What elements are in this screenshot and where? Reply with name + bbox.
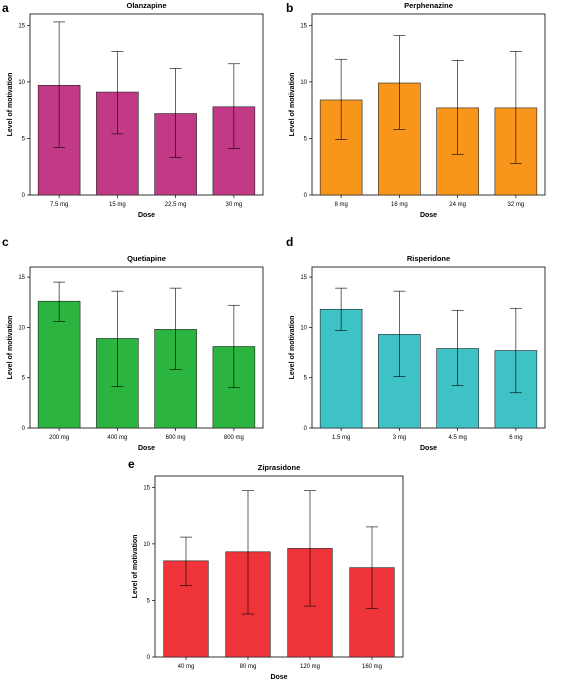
y-axis-label: Level of motivation: [289, 316, 296, 380]
x-tick-label: 120 mg: [300, 664, 320, 670]
plot-frame: [29, 13, 264, 196]
y-tick-label: 10: [143, 542, 150, 548]
x-tick-label: 3 mg: [393, 435, 406, 441]
x-tick-label: 6 mg: [509, 435, 522, 441]
x-tick-label: 22.5 mg: [165, 202, 187, 208]
x-tick-label: 200 mg: [49, 435, 69, 441]
x-tick-label: 24 mg: [449, 202, 466, 208]
bar: [163, 560, 209, 658]
chart-title: Risperidone: [407, 254, 450, 263]
chart-title: Olanzapine: [126, 1, 166, 10]
chart-panel-c: c Quetiapine 0 5 10 15 Level of motivation 200 …: [2, 235, 264, 452]
x-axis-label: Dose: [138, 212, 155, 219]
x-axis-label: Dose: [420, 212, 437, 219]
y-tick-label: 10: [18, 80, 25, 86]
y-tick-label: 15: [18, 23, 25, 29]
y-axis-label: Level of motivation: [7, 73, 14, 137]
plot-frame: [154, 475, 404, 658]
x-tick-label: 4.5 mg: [448, 435, 466, 441]
bar: [37, 300, 81, 429]
x-axis-label: Dose: [420, 445, 437, 452]
panel-letter: a: [2, 1, 9, 15]
y-tick-label: 5: [147, 598, 151, 604]
x-tick-label: 15 mg: [109, 202, 126, 208]
chart-title: Ziprasidone: [258, 463, 301, 472]
x-axis-label: Dose: [270, 674, 287, 681]
y-tick-label: 5: [304, 136, 308, 142]
x-tick-label: 32 mg: [508, 202, 525, 208]
panel-letter: c: [2, 235, 9, 249]
x-tick-label: 16 mg: [391, 202, 408, 208]
chart-panel-a: a Olanzapine 0 5 10 15 Level of motivation 7.5 …: [2, 1, 264, 219]
y-tick-label: 15: [300, 23, 307, 29]
y-tick-label: 15: [300, 275, 307, 281]
panel-letter: d: [286, 235, 293, 249]
x-tick-label: 30 mg: [226, 202, 243, 208]
y-tick-label: 5: [304, 376, 308, 382]
x-tick-label: 160 mg: [362, 664, 382, 670]
y-tick-label: 0: [304, 426, 308, 432]
chart-title: Quetiapine: [127, 254, 166, 263]
plot-frame: [311, 13, 546, 196]
y-tick-label: 10: [18, 325, 25, 331]
x-tick-label: 7.5 mg: [50, 202, 68, 208]
x-tick-label: 600 mg: [166, 435, 186, 441]
y-tick-label: 15: [18, 275, 25, 281]
y-axis-label: Level of motivation: [7, 316, 14, 380]
y-tick-label: 0: [22, 426, 26, 432]
chart-title: Perphenazine: [404, 1, 453, 10]
x-tick-label: 1.5 mg: [332, 435, 350, 441]
y-tick-label: 5: [22, 376, 26, 382]
plot-frame: [311, 266, 546, 429]
chart-panel-d: d Risperidone 0 5 10 15 Level of motivation 1.5…: [286, 235, 546, 452]
y-tick-label: 15: [143, 485, 150, 491]
x-tick-label: 40 mg: [178, 664, 195, 670]
y-axis-label: Level of motivation: [132, 535, 139, 599]
y-tick-label: 5: [22, 136, 26, 142]
panel-letter: b: [286, 1, 293, 15]
y-tick-label: 10: [300, 325, 307, 331]
x-tick-label: 400 mg: [107, 435, 127, 441]
y-tick-label: 0: [147, 655, 151, 661]
chart-panel-e: e Ziprasidone 0 5 10 15 Level of motivation 40 …: [128, 457, 404, 681]
y-tick-label: 0: [304, 193, 308, 199]
chart-panel-b: b Perphenazine 0 5 10 15 Level of motivation 8 …: [286, 1, 546, 219]
y-axis-label: Level of motivation: [289, 73, 296, 137]
y-tick-label: 10: [300, 80, 307, 86]
y-tick-label: 0: [22, 193, 26, 199]
x-axis-label: Dose: [138, 445, 155, 452]
x-tick-label: 800 mg: [224, 435, 244, 441]
x-tick-label: 8 mg: [334, 202, 347, 208]
panel-letter: e: [128, 457, 135, 471]
x-tick-label: 80 mg: [240, 664, 257, 670]
plot-frame: [29, 266, 264, 429]
